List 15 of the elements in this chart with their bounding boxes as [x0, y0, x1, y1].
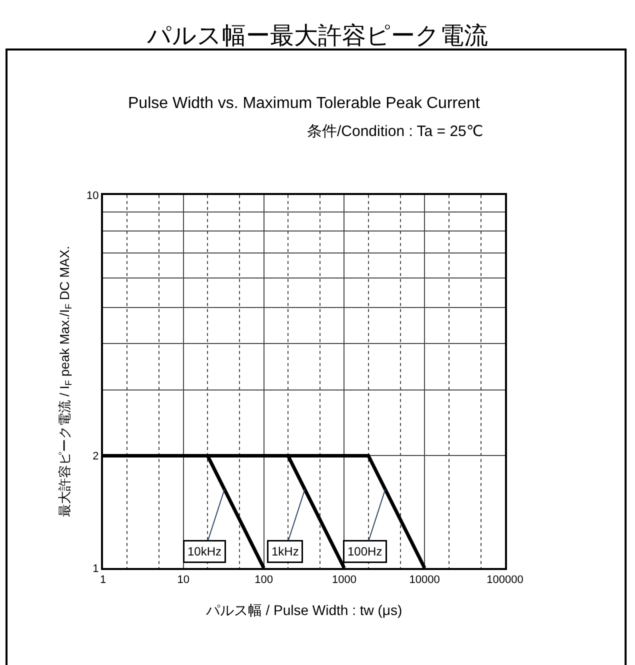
- text: 条件/Condition : Ta = 25℃: [307, 123, 484, 140]
- text: 10kHz: [188, 544, 222, 558]
- x-tick-label: 100: [254, 574, 273, 586]
- text: 1kHz: [272, 544, 299, 558]
- y-tick-label: 2: [92, 450, 99, 463]
- x-tick-label: 100000: [486, 574, 524, 586]
- x-tick-label: 10000: [409, 574, 440, 586]
- text: 100Hz: [348, 544, 382, 558]
- x-axis-title: パルス幅 / Pulse Width : tw (μs): [204, 602, 402, 618]
- x-tick-label: 10: [177, 574, 190, 586]
- y-tick-label: 1: [92, 562, 99, 575]
- x-tick-label: 1000: [332, 574, 356, 586]
- y-tick-label: 10: [86, 190, 99, 202]
- chart-title: パルス幅ー最大許容ピーク電流: [146, 22, 488, 50]
- chart-subtitle: Pulse Width vs. Maximum Tolerable Peak Current: [128, 95, 480, 112]
